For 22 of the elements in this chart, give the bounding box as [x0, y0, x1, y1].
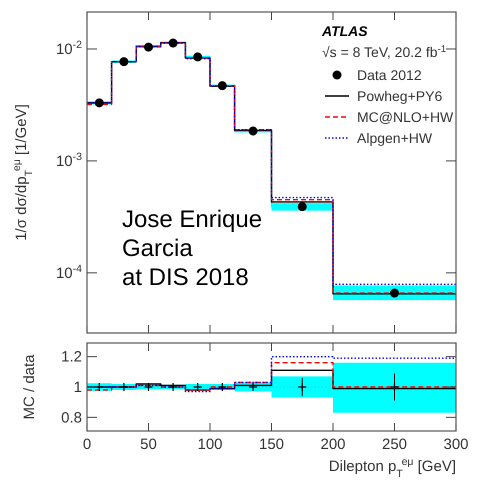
x-tick-label: 200: [320, 436, 346, 453]
x-tick-label: 100: [197, 436, 223, 453]
x-axis-title: Dilepton p$_{T}$$^{eμ}$ [GeV]: [328, 456, 456, 480]
x-tick-label: 50: [140, 436, 157, 453]
x-tick-label: 300: [443, 436, 469, 453]
annotation: Jose Enrique Garcia at DIS 2018: [122, 206, 262, 291]
y-tick-label: 10$^{-2}$: [56, 38, 82, 58]
legend-label: Data 2012: [357, 67, 422, 83]
y-axis-title: MC / data: [21, 354, 38, 420]
annotation: √s = 8 TeV, 20.2 fb$^{-1}$: [322, 44, 446, 60]
legend-label: MC@NLO+HW: [357, 109, 454, 125]
legend-label: Alpgen+HW: [357, 130, 433, 146]
y-tick-label: 1.2: [61, 348, 82, 366]
x-tick-label: 250: [382, 436, 408, 453]
y-tick-label: 0.8: [61, 409, 82, 426]
legend-label: Powheg+PY6: [357, 88, 442, 104]
y-tick-label: 10$^{-3}$: [56, 150, 82, 170]
annotation: ATLAS: [321, 23, 368, 39]
y-tick-label: 10$^{-4}$: [56, 262, 82, 282]
y-tick-label: 1: [74, 379, 82, 396]
x-tick-label: 0: [82, 436, 92, 453]
x-tick-label: 150: [258, 436, 284, 453]
